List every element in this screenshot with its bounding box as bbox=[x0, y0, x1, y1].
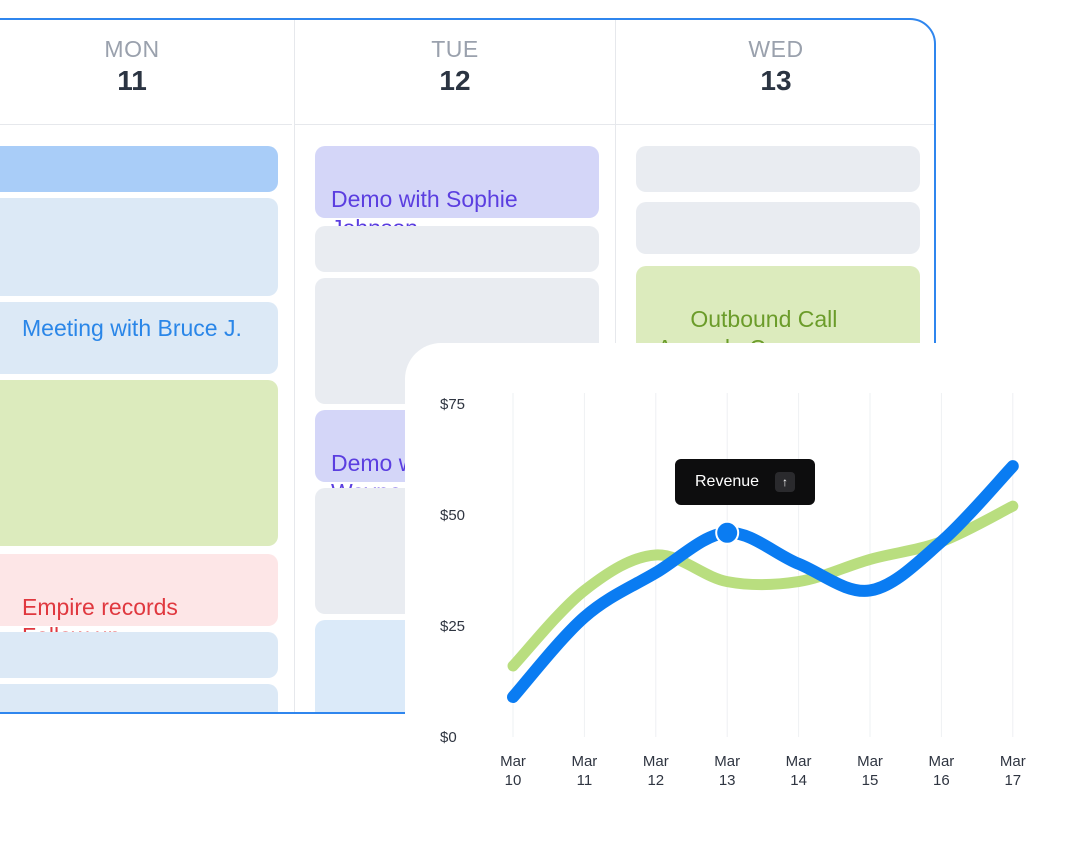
calendar-event-slot[interactable] bbox=[0, 632, 278, 678]
x-tick-label: Mar 16 bbox=[928, 753, 954, 789]
x-axis-ticks: Mar 10 Mar 11 Mar 12 Mar 13 Mar 14 Mar 15 Mar 16 Mar 17 bbox=[500, 753, 1026, 789]
day-number: 11 bbox=[117, 65, 147, 96]
series-line-green bbox=[507, 500, 1019, 672]
day-number: 12 bbox=[439, 65, 471, 96]
event-title: Meeting with Bruce J. bbox=[22, 315, 242, 341]
event-demo-sophie[interactable]: Demo with Sophie Johnson bbox=[315, 146, 599, 241]
day-of-week: TUE bbox=[431, 36, 479, 62]
calendar-event-slot[interactable] bbox=[315, 226, 599, 272]
y-tick-label: $0 bbox=[440, 729, 457, 746]
calendar-event-slot[interactable] bbox=[0, 198, 278, 296]
x-tick-label: Mar 11 bbox=[571, 753, 597, 789]
calendar-event-slot[interactable] bbox=[0, 684, 278, 712]
day-of-week: WED bbox=[748, 36, 804, 62]
series-line-blue bbox=[507, 460, 1019, 704]
day-number: 13 bbox=[760, 65, 792, 96]
x-tick-label: Mar 14 bbox=[786, 753, 812, 789]
y-tick-label: $50 bbox=[440, 507, 465, 524]
chart-grid bbox=[512, 393, 1014, 737]
calendar-event-slot[interactable] bbox=[636, 202, 920, 254]
calendar-event-slot[interactable] bbox=[636, 146, 920, 192]
x-tick-label: Mar 13 bbox=[714, 753, 740, 789]
day-of-week: MON bbox=[104, 36, 160, 62]
x-tick-label: Mar 10 bbox=[500, 753, 526, 789]
y-axis-ticks: $75 $50 $25 $0 bbox=[440, 396, 465, 746]
revenue-tooltip[interactable]: Revenue ↑ bbox=[675, 459, 815, 505]
revenue-chart-card: $75 $50 $25 $0 Mar 10 Mar 11 Mar 12 Mar 13 Mar 14 Mar… bbox=[405, 343, 1080, 843]
event-empire-records[interactable]: Empire records Follow up bbox=[0, 554, 278, 649]
x-tick-label: Mar 15 bbox=[857, 753, 883, 789]
arrow-up-icon: ↑ bbox=[775, 472, 795, 492]
day-header-tue[interactable]: TUE 12 bbox=[295, 20, 615, 125]
day-header-wed[interactable]: WED 13 bbox=[616, 20, 934, 125]
highlight-point[interactable] bbox=[715, 520, 740, 545]
event-meeting-bruce[interactable]: Meeting with Bruce J. bbox=[0, 302, 278, 374]
x-tick-label: Mar 17 bbox=[1000, 753, 1026, 789]
day-header-mon[interactable]: MON 11 bbox=[0, 20, 292, 125]
y-tick-label: $25 bbox=[440, 618, 465, 635]
calendar-event-slot[interactable] bbox=[0, 380, 278, 546]
day-column-mon: MON 11 Meeting with Bruce J. Empire reco… bbox=[0, 20, 292, 712]
chart-series bbox=[507, 460, 1019, 704]
calendar-event-slot[interactable] bbox=[0, 146, 278, 192]
chart-highlight bbox=[715, 520, 740, 545]
x-tick-label: Mar 12 bbox=[643, 753, 669, 789]
tooltip-label: Revenue bbox=[695, 473, 760, 490]
y-tick-label: $75 bbox=[440, 396, 465, 413]
